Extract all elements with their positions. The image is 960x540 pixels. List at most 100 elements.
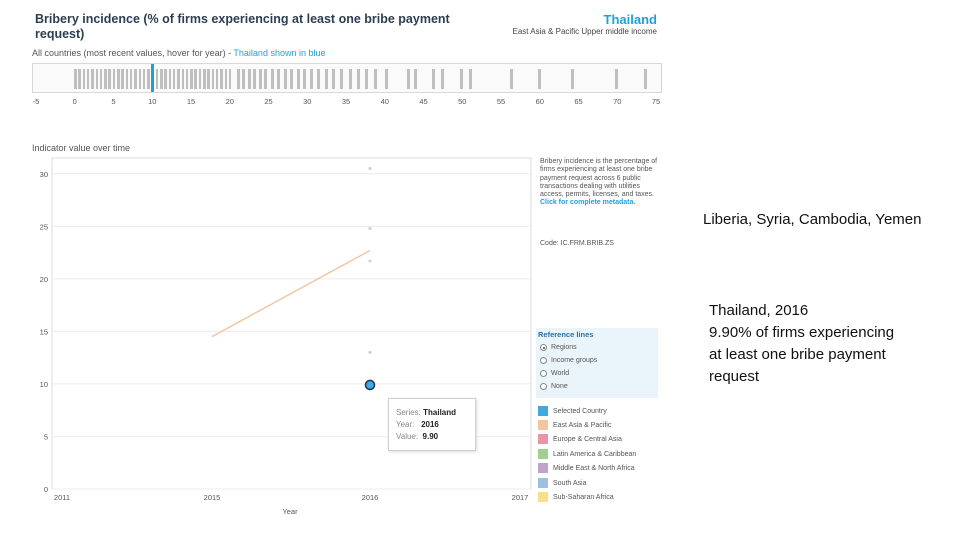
country-bar[interactable] xyxy=(190,69,193,89)
radio-income-groups[interactable]: Income groups xyxy=(540,357,597,364)
data-point[interactable] xyxy=(368,226,372,231)
strip-tick-label: 25 xyxy=(264,97,273,106)
country-bar[interactable] xyxy=(357,69,360,89)
country-bar[interactable] xyxy=(432,69,435,89)
radio-button-icon[interactable] xyxy=(540,370,547,377)
note-thailand: Thailand, 2016 9.90% of firms experienci… xyxy=(709,300,929,388)
country-bar[interactable] xyxy=(365,69,368,89)
country-bar[interactable] xyxy=(385,69,388,89)
country-bar[interactable] xyxy=(78,69,81,89)
country-bar[interactable] xyxy=(220,69,223,89)
country-bar[interactable] xyxy=(259,69,262,89)
country-bar[interactable] xyxy=(460,69,463,89)
country-bar[interactable] xyxy=(332,69,335,89)
tooltip-year-value: 2016 xyxy=(421,420,439,429)
country-bar[interactable] xyxy=(277,69,280,89)
country-bar[interactable] xyxy=(86,69,90,89)
legend-swatch xyxy=(538,434,548,444)
country-bar[interactable] xyxy=(99,69,103,89)
country-bar[interactable] xyxy=(407,69,410,89)
country-bar[interactable] xyxy=(112,69,116,89)
country-bar[interactable] xyxy=(91,69,94,89)
country-bar[interactable] xyxy=(142,69,146,89)
country-bar[interactable] xyxy=(290,69,293,89)
country-bar[interactable] xyxy=(325,69,328,89)
selected-data-point[interactable] xyxy=(364,379,376,391)
country-bar[interactable] xyxy=(310,69,313,89)
indicator-chart[interactable]: 0 5 10 15 20 25 30 2011 2015 2016 2017 Year xyxy=(30,156,535,518)
country-bar[interactable] xyxy=(155,69,159,89)
country-bar[interactable] xyxy=(177,69,180,89)
country-bar[interactable] xyxy=(615,69,618,89)
country-bar[interactable] xyxy=(198,69,202,89)
country-bar[interactable] xyxy=(185,69,189,89)
country-bar[interactable] xyxy=(284,69,287,89)
country-bar[interactable] xyxy=(108,69,111,89)
strip-subtitle-highlight: Thailand shown in blue xyxy=(233,48,326,58)
data-point[interactable] xyxy=(368,350,372,354)
country-bar[interactable] xyxy=(95,69,99,89)
legend-swatch xyxy=(538,449,548,459)
strip-tick-label: 60 xyxy=(535,97,544,106)
tooltip-value-label: Value: xyxy=(396,432,419,441)
country-bar[interactable] xyxy=(271,69,274,89)
selected-country-bar[interactable] xyxy=(150,64,154,92)
radio-none[interactable]: None xyxy=(540,383,568,390)
indicator-code: Code: IC.FRM.BRIB.ZS xyxy=(540,240,614,247)
country-name[interactable]: Thailand xyxy=(603,12,657,27)
country-bar[interactable] xyxy=(172,69,176,89)
country-bar[interactable] xyxy=(125,69,129,89)
country-bar[interactable] xyxy=(194,69,197,89)
all-countries-strip[interactable] xyxy=(32,63,662,93)
description-text: Bribery incidence is the percentage of f… xyxy=(540,158,658,199)
country-bar[interactable] xyxy=(340,69,343,89)
country-bar[interactable] xyxy=(160,69,163,89)
country-bar[interactable] xyxy=(441,69,444,89)
country-bar[interactable] xyxy=(203,69,206,89)
country-bar[interactable] xyxy=(264,69,267,89)
country-bar[interactable] xyxy=(104,69,107,89)
country-bar[interactable] xyxy=(297,69,300,89)
country-bar[interactable] xyxy=(414,69,417,89)
country-bar[interactable] xyxy=(129,69,133,89)
country-bar[interactable] xyxy=(303,69,306,89)
country-bar[interactable] xyxy=(242,69,245,89)
country-bar[interactable] xyxy=(349,69,352,89)
country-bar[interactable] xyxy=(510,69,513,89)
country-bar[interactable] xyxy=(211,69,215,89)
country-bar[interactable] xyxy=(147,69,150,89)
country-bar[interactable] xyxy=(538,69,541,89)
strip-tick-label: 30 xyxy=(303,97,312,106)
country-bar[interactable] xyxy=(207,69,210,89)
data-tooltip: Series: Thailand Year: 2016 Value: 9.90 xyxy=(388,398,476,451)
radio-button-icon[interactable] xyxy=(540,383,547,390)
data-point[interactable] xyxy=(368,166,372,171)
country-bar[interactable] xyxy=(164,69,167,89)
country-bar[interactable] xyxy=(168,69,172,89)
country-bar[interactable] xyxy=(134,69,137,89)
country-bar[interactable] xyxy=(224,69,228,89)
country-bar[interactable] xyxy=(237,69,240,89)
country-bar[interactable] xyxy=(138,69,142,89)
metadata-link[interactable]: Click for complete metadata. xyxy=(540,199,636,207)
radio-label: Regions xyxy=(551,344,577,351)
country-bar[interactable] xyxy=(181,69,185,89)
country-bar[interactable] xyxy=(644,69,647,89)
country-bar[interactable] xyxy=(374,69,377,89)
country-bar[interactable] xyxy=(317,69,320,89)
country-bar[interactable] xyxy=(248,69,251,89)
country-bar[interactable] xyxy=(82,69,86,89)
country-bar[interactable] xyxy=(121,69,124,89)
radio-button-icon[interactable] xyxy=(540,344,547,351)
country-bar[interactable] xyxy=(469,69,472,89)
radio-button-icon[interactable] xyxy=(540,357,547,364)
radio-world[interactable]: World xyxy=(540,370,569,377)
country-bar[interactable] xyxy=(74,69,77,89)
country-bar[interactable] xyxy=(253,69,256,89)
country-bar[interactable] xyxy=(571,69,574,89)
country-bar[interactable] xyxy=(228,69,232,89)
country-bar[interactable] xyxy=(215,69,219,89)
data-point[interactable] xyxy=(368,259,372,263)
country-bar[interactable] xyxy=(117,69,120,89)
radio-regions[interactable]: Regions xyxy=(540,344,577,351)
